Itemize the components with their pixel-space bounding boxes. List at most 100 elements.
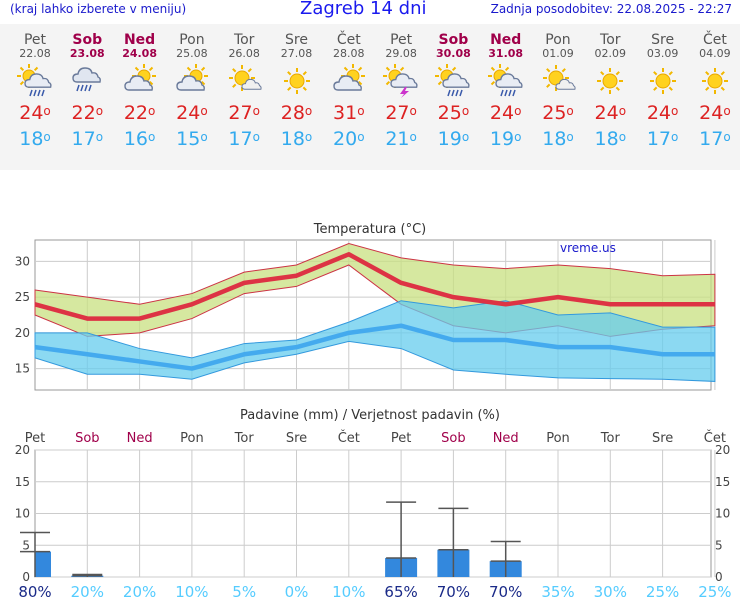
sun-icon xyxy=(637,64,689,100)
sun-cloud-thunder-icon xyxy=(375,64,427,100)
max-temp: 31o xyxy=(323,100,375,126)
degree-symbol: o xyxy=(671,104,679,118)
degree-symbol: o xyxy=(304,130,313,144)
degree-symbol: o xyxy=(200,130,208,144)
forecast-day: Čet 28.08 31o 20o xyxy=(323,24,375,152)
precipitation-chart: Padavine (mm) / Verjetnost padavin (%) Pe… xyxy=(15,408,732,600)
min-temp-value: 18 xyxy=(594,128,619,150)
day-name: Pon xyxy=(545,32,571,48)
y-tick-label-right: 20 xyxy=(715,443,730,457)
min-temp-value: 17 xyxy=(646,128,672,150)
degree-symbol: o xyxy=(43,130,51,144)
max-temp-value: 27 xyxy=(228,102,253,124)
max-temp: 28o xyxy=(271,100,323,126)
min-temp-value: 17 xyxy=(699,128,724,150)
max-temp-value: 22 xyxy=(71,102,96,124)
day-label: Sob xyxy=(441,431,465,446)
max-temp-value: 24 xyxy=(489,102,515,124)
max-temp-value: 24 xyxy=(176,102,201,124)
max-temp: 24o xyxy=(480,100,532,126)
degree-symbol: o xyxy=(461,104,470,118)
min-temp: 20o xyxy=(323,126,375,152)
degree-symbol: o xyxy=(723,104,731,118)
min-temp: 17o xyxy=(61,126,113,152)
forecast-day: Sob 23.08 22o 17o xyxy=(61,24,113,152)
y-tick-label-right: 10 xyxy=(715,507,730,521)
precip-probability: 5% xyxy=(232,583,256,600)
day-date: 03.09 xyxy=(646,47,679,60)
degree-symbol: o xyxy=(95,104,104,118)
forecast-day: Tor 02.09 24o 18o xyxy=(584,24,636,152)
cloud-rain-icon xyxy=(61,64,113,100)
y-tick-label-right: 5 xyxy=(715,538,723,552)
min-temp-value: 21 xyxy=(385,128,410,150)
temperature-chart: Temperatura (°C) 15 20 25 30 vreme.us xyxy=(15,222,716,391)
y-tick-label-left: 20 xyxy=(15,443,30,457)
day-date: 24.08 xyxy=(122,47,157,60)
max-temp: 25o xyxy=(532,100,584,126)
day-date: 01.09 xyxy=(542,47,574,60)
precip-probability: 10% xyxy=(332,583,365,600)
day-label: Tor xyxy=(600,431,621,446)
day-name: Ned xyxy=(123,32,156,48)
min-temp: 21o xyxy=(375,126,427,152)
degree-symbol: o xyxy=(723,130,731,144)
y-tick-label-left: 5 xyxy=(22,538,30,552)
page-title: Zagreb 14 dni xyxy=(300,0,427,19)
min-temp: 18o xyxy=(532,126,584,152)
last-update: Zadnja posodobitev: 22.08.2025 - 22:27 xyxy=(490,2,732,16)
max-temp: 24o xyxy=(166,100,218,126)
min-temp-value: 18 xyxy=(542,128,567,150)
sun-cloud-rain-icon xyxy=(480,64,532,100)
chart-title: Padavine (mm) / Verjetnost padavin (%) xyxy=(240,408,500,423)
precip-probability: 70% xyxy=(437,583,470,600)
min-temp-value: 19 xyxy=(489,128,515,150)
min-temp-value: 17 xyxy=(228,128,253,150)
degree-symbol: o xyxy=(252,130,260,144)
degree-symbol: o xyxy=(252,104,260,118)
day-date: 26.08 xyxy=(228,47,260,60)
min-temp: 19o xyxy=(480,126,532,152)
degree-symbol: o xyxy=(566,130,574,144)
y-tick-label: 25 xyxy=(15,290,30,304)
min-temp-line xyxy=(34,323,715,371)
y-tick-label-left: 10 xyxy=(15,507,30,521)
day-label: Pon xyxy=(546,431,570,446)
y-tick-label-left: 15 xyxy=(15,475,30,489)
day-name: Čet xyxy=(336,32,361,48)
max-temp-value: 28 xyxy=(280,102,305,124)
day-label: Ned xyxy=(127,431,153,446)
min-temp-value: 15 xyxy=(176,128,201,150)
max-temp: 24o xyxy=(9,100,61,126)
daily-forecast-strip: Pet 22.08 24o 18o Sob 23.08 22o 17o Ned 24.08 22o 1… xyxy=(0,24,740,170)
degree-symbol: o xyxy=(618,130,627,144)
min-temp-value: 19 xyxy=(437,128,462,150)
precip-probability: 80% xyxy=(18,583,51,600)
precip-probability: 20% xyxy=(71,583,104,600)
day-label: Pet xyxy=(25,431,45,446)
degree-symbol: o xyxy=(357,130,365,144)
day-label: Ned xyxy=(493,431,519,446)
min-temp: 19o xyxy=(427,126,479,152)
precip-probability: 10% xyxy=(175,583,208,600)
day-label: Sre xyxy=(286,431,307,446)
forecast-day: Sre 27.08 28o 18o xyxy=(271,24,323,152)
min-temp-value: 18 xyxy=(19,128,44,150)
sun-cloud-small-icon xyxy=(218,64,270,100)
forecast-day: Pet 22.08 24o 18o xyxy=(9,24,61,152)
max-temp-value: 31 xyxy=(333,102,358,124)
min-temp: 17o xyxy=(218,126,270,152)
forecast-day: Čet 04.09 24o 17o xyxy=(689,24,740,152)
max-temp: 24o xyxy=(689,100,740,126)
degree-symbol: o xyxy=(148,104,156,118)
day-label: Pon xyxy=(180,431,204,446)
degree-symbol: o xyxy=(618,104,627,118)
max-temp-value: 25 xyxy=(437,102,462,124)
min-temp: 18o xyxy=(271,126,323,152)
day-label: Pet xyxy=(391,431,411,446)
precip-probability: 70% xyxy=(489,583,522,600)
day-date: 22.08 xyxy=(19,47,51,60)
day-date: 23.08 xyxy=(69,47,105,60)
max-temp: 24o xyxy=(584,100,636,126)
min-temp: 17o xyxy=(637,126,689,152)
